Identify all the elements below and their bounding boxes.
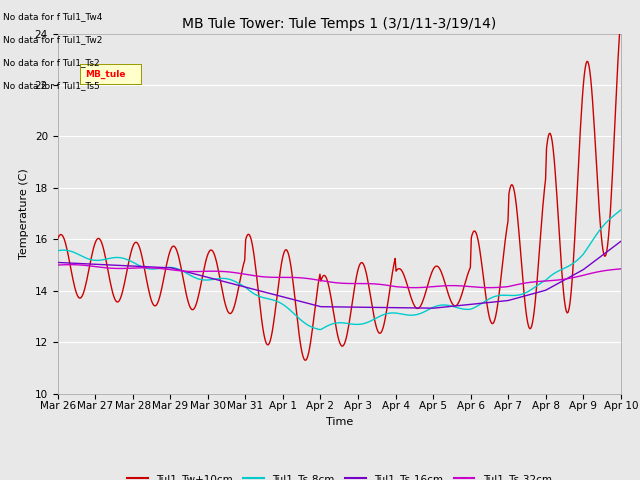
X-axis label: Time: Time: [326, 417, 353, 427]
Text: MB_tule: MB_tule: [85, 71, 125, 80]
Text: No data for f Tul1_Tw2: No data for f Tul1_Tw2: [3, 35, 102, 44]
Y-axis label: Temperature (C): Temperature (C): [19, 168, 29, 259]
Text: No data for f Tul1_Ts2: No data for f Tul1_Ts2: [3, 58, 100, 67]
Text: No data for f Tul1_Tw4: No data for f Tul1_Tw4: [3, 12, 102, 21]
Legend: Tul1_Tw+10cm, Tul1_Ts-8cm, Tul1_Ts-16cm, Tul1_Ts-32cm: Tul1_Tw+10cm, Tul1_Ts-8cm, Tul1_Ts-16cm,…: [122, 470, 556, 480]
Title: MB Tule Tower: Tule Temps 1 (3/1/11-3/19/14): MB Tule Tower: Tule Temps 1 (3/1/11-3/19…: [182, 17, 497, 31]
Text: No data for f Tul1_Ts5: No data for f Tul1_Ts5: [3, 81, 100, 90]
